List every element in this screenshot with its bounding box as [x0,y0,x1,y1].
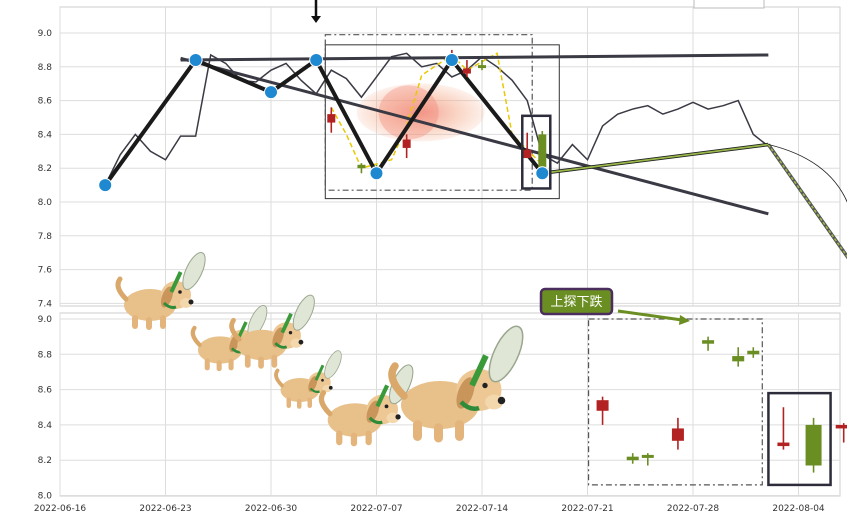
annotation-box [539,287,614,316]
pivot-1 [188,53,203,68]
pivot-0 [98,178,113,193]
lower-candle-body-1 [626,456,639,461]
upper-candle-body-0 [327,114,336,123]
lower-y-tick-5: 8.0 [38,492,53,502]
lower-candle-body-2 [641,454,654,458]
upper-panel: 9.0 8.8 8.6 8.4 8.2 8.0 7.8 7.6 7.4 [38,0,847,309]
lower-y-tick-4: 8.2 [38,456,52,466]
annotation-arrowhead [679,315,690,325]
pivot-6 [535,166,550,181]
upper-y-tick-1: 8.8 [38,63,53,73]
top-arrowhead [311,16,321,23]
lower-candle-body-8 [805,424,822,466]
annotation-arrow [617,309,683,322]
pattern-frame [324,34,533,191]
lower-candle-body-4 [702,340,715,344]
x-tick-5: 2022-07-21 [561,504,613,514]
annotation-group: 上探下跌 [539,287,690,325]
lower-candle-body-0 [596,400,609,411]
lower-candle-body-5 [732,356,745,362]
lower-y-tick-1: 8.8 [38,350,53,360]
x-tick-1: 2022-06-23 [139,504,191,514]
price-line [104,52,769,186]
x-tick-3: 2022-07-07 [350,504,402,514]
outer-frame [324,44,560,200]
lower-candle-body-9 [835,424,847,429]
x-tick-6: 2022-07-28 [667,504,720,514]
projection-up [542,143,769,175]
upper-highlight-box [521,114,552,190]
trendline-0 [180,53,769,62]
lower-candle-body-3 [671,428,684,441]
lower-highlight-box [767,391,832,487]
trendline-1 [180,56,769,216]
x-tick-7: 2022-08-04 [772,504,825,514]
projection-down [767,144,847,258]
upper-candle-body-1 [357,164,366,169]
lower-candle-body-7 [777,442,790,447]
projection-arc [768,144,847,203]
pivot-2 [264,85,278,100]
upper-candle-body-5 [462,68,471,74]
upper-y-tick-3: 8.4 [38,130,53,140]
pivot-5 [444,53,459,68]
upper-y-tick-0: 9.0 [38,29,53,39]
upper-candle-body-3 [402,139,411,148]
pattern-line [330,52,543,170]
upper-y-tick-7: 7.6 [38,266,53,276]
annotation-label: 上探下跌 [550,294,602,310]
upper-y-tick-5: 8.0 [38,198,53,208]
lower-candle-body-6 [747,350,760,355]
upper-candle-body-6 [478,65,486,69]
x-tick-0: 2022-06-16 [34,504,87,514]
pivot-3 [309,53,324,68]
upper-y-tick-6: 7.8 [38,232,53,242]
x-tick-4: 2022-07-14 [456,504,509,514]
upper-candle-body-8 [538,134,547,169]
legend-fragment [693,0,765,9]
highlight-ellipse [356,83,485,142]
upper-y-tick-2: 8.6 [38,97,53,107]
upper-y-tick-4: 8.2 [38,164,52,174]
pivot-4 [369,166,384,181]
x-tick-2: 2022-06-30 [245,504,298,514]
upper-plot-area [59,6,841,307]
lower-y-tick-3: 8.4 [38,421,53,431]
upper-candle-body-7 [523,149,532,159]
lower-y-tick-0: 9.0 [38,315,53,325]
upper-y-tick-8: 7.4 [38,299,53,309]
lower-y-tick-2: 8.6 [38,386,53,396]
